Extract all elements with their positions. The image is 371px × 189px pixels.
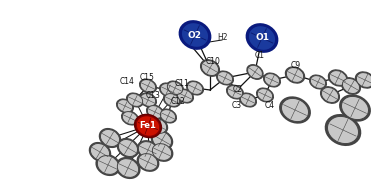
Ellipse shape [160,84,176,96]
Ellipse shape [147,106,162,118]
Ellipse shape [342,78,359,94]
Ellipse shape [341,96,368,120]
Ellipse shape [139,78,157,94]
Ellipse shape [282,98,309,122]
Text: C11: C11 [175,80,189,88]
Ellipse shape [91,143,109,160]
Ellipse shape [309,74,327,90]
Text: C14: C14 [119,77,134,87]
Ellipse shape [139,92,157,108]
Text: C2: C2 [233,84,243,94]
Ellipse shape [200,59,220,77]
Ellipse shape [166,81,184,96]
Ellipse shape [127,94,143,106]
Ellipse shape [186,81,204,96]
Ellipse shape [101,129,119,146]
Ellipse shape [137,140,160,160]
Ellipse shape [246,64,264,80]
Text: C15: C15 [139,74,154,83]
Ellipse shape [257,89,273,101]
Text: C12: C12 [171,98,186,106]
Ellipse shape [117,159,139,177]
Text: C9: C9 [291,61,301,70]
Text: O2: O2 [188,30,202,40]
Text: C3: C3 [232,101,242,111]
Ellipse shape [160,110,176,122]
Ellipse shape [137,152,160,172]
Ellipse shape [341,77,361,95]
Ellipse shape [140,80,156,92]
Ellipse shape [201,60,219,76]
Ellipse shape [320,86,340,104]
Ellipse shape [146,105,164,120]
Ellipse shape [321,88,339,103]
Text: C10: C10 [206,57,220,67]
Ellipse shape [329,71,347,85]
Ellipse shape [115,157,141,179]
Ellipse shape [167,82,183,94]
Ellipse shape [248,26,276,50]
Ellipse shape [138,154,158,170]
Ellipse shape [264,74,280,86]
Ellipse shape [152,132,171,149]
Ellipse shape [99,128,121,148]
Text: H2: H2 [217,33,227,43]
Ellipse shape [286,68,304,82]
Ellipse shape [247,65,262,79]
Ellipse shape [116,98,134,114]
Text: Fe1: Fe1 [139,122,157,130]
Ellipse shape [310,76,326,88]
Ellipse shape [181,23,209,47]
Ellipse shape [149,119,167,133]
Ellipse shape [279,96,311,124]
Ellipse shape [263,72,281,88]
Ellipse shape [89,142,111,162]
Ellipse shape [134,114,162,138]
Ellipse shape [217,72,233,84]
Ellipse shape [117,100,133,112]
Ellipse shape [148,117,168,135]
Ellipse shape [256,88,274,103]
Ellipse shape [328,116,358,144]
Ellipse shape [246,23,278,53]
Ellipse shape [126,92,144,108]
Ellipse shape [136,116,160,136]
Ellipse shape [163,92,181,108]
Ellipse shape [178,20,211,50]
Ellipse shape [325,114,361,146]
Ellipse shape [152,144,172,160]
Text: O1: O1 [255,33,269,43]
Ellipse shape [187,82,203,94]
Ellipse shape [177,90,193,102]
Ellipse shape [356,73,371,87]
Ellipse shape [138,142,158,158]
Text: C13: C13 [145,91,160,99]
Ellipse shape [151,142,173,162]
Ellipse shape [328,69,348,87]
Ellipse shape [140,94,156,106]
Ellipse shape [239,92,257,108]
Ellipse shape [159,108,177,124]
Ellipse shape [122,112,138,124]
Ellipse shape [226,84,244,100]
Ellipse shape [216,70,234,86]
Ellipse shape [117,138,139,158]
Ellipse shape [240,94,256,106]
Ellipse shape [176,88,194,104]
Ellipse shape [121,110,139,125]
Text: C4: C4 [265,101,275,109]
Ellipse shape [159,82,177,98]
Ellipse shape [164,94,180,106]
Ellipse shape [151,130,173,150]
Ellipse shape [97,156,119,174]
Ellipse shape [227,86,243,98]
Ellipse shape [95,154,121,176]
Text: C1: C1 [255,51,265,60]
Ellipse shape [339,94,371,122]
Ellipse shape [355,71,371,89]
Ellipse shape [118,139,138,156]
Ellipse shape [285,66,305,84]
